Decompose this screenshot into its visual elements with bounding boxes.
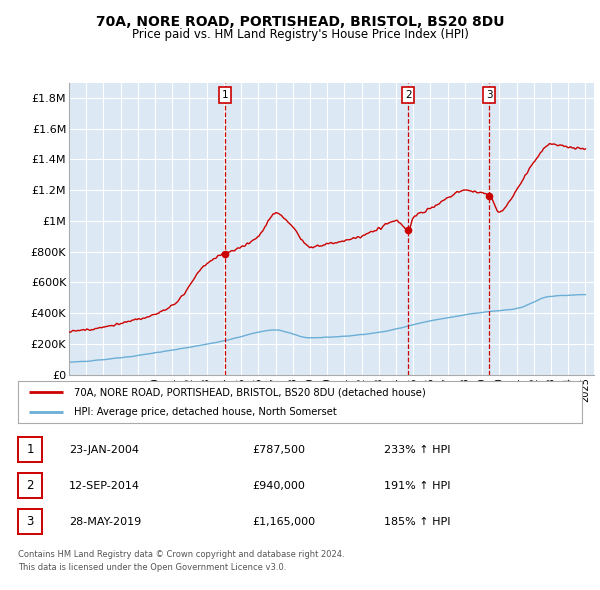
Text: £940,000: £940,000: [252, 481, 305, 490]
Text: This data is licensed under the Open Government Licence v3.0.: This data is licensed under the Open Gov…: [18, 563, 286, 572]
Text: £787,500: £787,500: [252, 445, 305, 454]
Text: 70A, NORE ROAD, PORTISHEAD, BRISTOL, BS20 8DU: 70A, NORE ROAD, PORTISHEAD, BRISTOL, BS2…: [96, 15, 504, 29]
Text: 12-SEP-2014: 12-SEP-2014: [69, 481, 140, 490]
Text: £1,165,000: £1,165,000: [252, 517, 315, 526]
Text: 233% ↑ HPI: 233% ↑ HPI: [384, 445, 451, 454]
Text: 1: 1: [26, 443, 34, 456]
Text: 2: 2: [26, 479, 34, 492]
Text: Price paid vs. HM Land Registry's House Price Index (HPI): Price paid vs. HM Land Registry's House …: [131, 28, 469, 41]
Text: 28-MAY-2019: 28-MAY-2019: [69, 517, 141, 526]
Text: 2: 2: [405, 90, 412, 100]
Text: Contains HM Land Registry data © Crown copyright and database right 2024.: Contains HM Land Registry data © Crown c…: [18, 550, 344, 559]
Text: 70A, NORE ROAD, PORTISHEAD, BRISTOL, BS20 8DU (detached house): 70A, NORE ROAD, PORTISHEAD, BRISTOL, BS2…: [74, 388, 426, 398]
Text: 23-JAN-2004: 23-JAN-2004: [69, 445, 139, 454]
Text: 3: 3: [486, 90, 493, 100]
Text: HPI: Average price, detached house, North Somerset: HPI: Average price, detached house, Nort…: [74, 408, 337, 417]
Text: 1: 1: [221, 90, 228, 100]
Text: 3: 3: [26, 515, 34, 528]
Text: 191% ↑ HPI: 191% ↑ HPI: [384, 481, 451, 490]
Text: 185% ↑ HPI: 185% ↑ HPI: [384, 517, 451, 526]
